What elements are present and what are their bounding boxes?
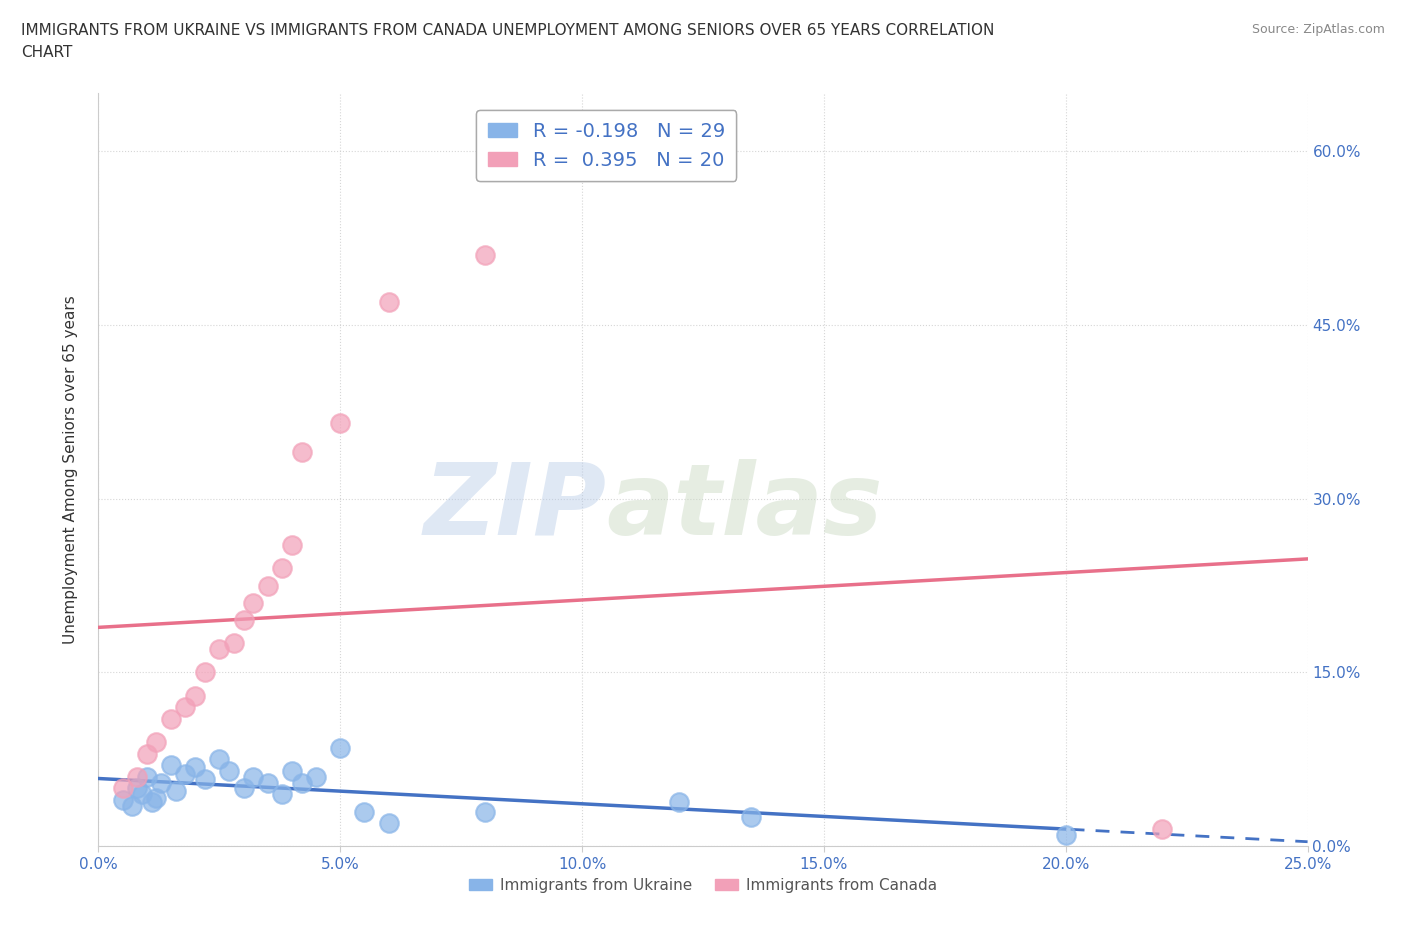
Point xyxy=(127,781,149,796)
Text: IMMIGRANTS FROM UKRAINE VS IMMIGRANTS FROM CANADA UNEMPLOYMENT AMONG SENIORS OVE: IMMIGRANTS FROM UKRAINE VS IMMIGRANTS FR… xyxy=(21,23,994,38)
Point xyxy=(121,798,143,813)
Point xyxy=(194,772,217,787)
Point xyxy=(474,804,496,819)
Point xyxy=(127,769,149,784)
Point xyxy=(218,764,240,778)
Point xyxy=(135,746,157,761)
Point xyxy=(150,775,173,790)
Point xyxy=(281,538,304,552)
Point xyxy=(668,795,690,810)
Text: atlas: atlas xyxy=(606,458,883,556)
Point xyxy=(232,781,254,796)
Point xyxy=(271,787,294,802)
Legend: R = -0.198   N = 29, R =  0.395   N = 20: R = -0.198 N = 29, R = 0.395 N = 20 xyxy=(477,111,737,181)
Point xyxy=(329,740,352,755)
Point xyxy=(165,783,187,798)
Point xyxy=(290,775,312,790)
Point xyxy=(135,769,157,784)
Text: Source: ZipAtlas.com: Source: ZipAtlas.com xyxy=(1251,23,1385,36)
Point xyxy=(208,642,231,657)
Point xyxy=(242,595,264,610)
Point xyxy=(145,735,167,750)
Point xyxy=(184,760,207,775)
Point xyxy=(271,561,294,576)
Point xyxy=(256,775,278,790)
Point xyxy=(290,445,312,459)
Point xyxy=(194,665,217,680)
Point xyxy=(131,787,153,802)
Point xyxy=(232,613,254,628)
Point xyxy=(242,769,264,784)
Text: CHART: CHART xyxy=(21,45,73,60)
Point xyxy=(222,636,245,651)
Y-axis label: Unemployment Among Seniors over 65 years: Unemployment Among Seniors over 65 years xyxy=(63,296,77,644)
Point xyxy=(329,416,352,431)
Point xyxy=(160,758,183,773)
Point xyxy=(174,699,197,714)
Point xyxy=(474,247,496,262)
Point xyxy=(145,790,167,805)
Point xyxy=(1152,821,1174,836)
Point xyxy=(281,764,304,778)
Point xyxy=(208,752,231,767)
Point xyxy=(1054,828,1077,843)
Point xyxy=(305,769,328,784)
Point xyxy=(160,711,183,726)
Point xyxy=(377,816,399,830)
Point xyxy=(141,795,163,810)
Point xyxy=(184,688,207,703)
Point xyxy=(256,578,278,593)
Point xyxy=(174,767,197,782)
Point xyxy=(353,804,375,819)
Point xyxy=(111,781,134,796)
Text: ZIP: ZIP xyxy=(423,458,606,556)
Point xyxy=(111,792,134,807)
Point xyxy=(740,810,762,825)
Point xyxy=(377,294,399,309)
Legend: Immigrants from Ukraine, Immigrants from Canada: Immigrants from Ukraine, Immigrants from… xyxy=(463,872,943,899)
